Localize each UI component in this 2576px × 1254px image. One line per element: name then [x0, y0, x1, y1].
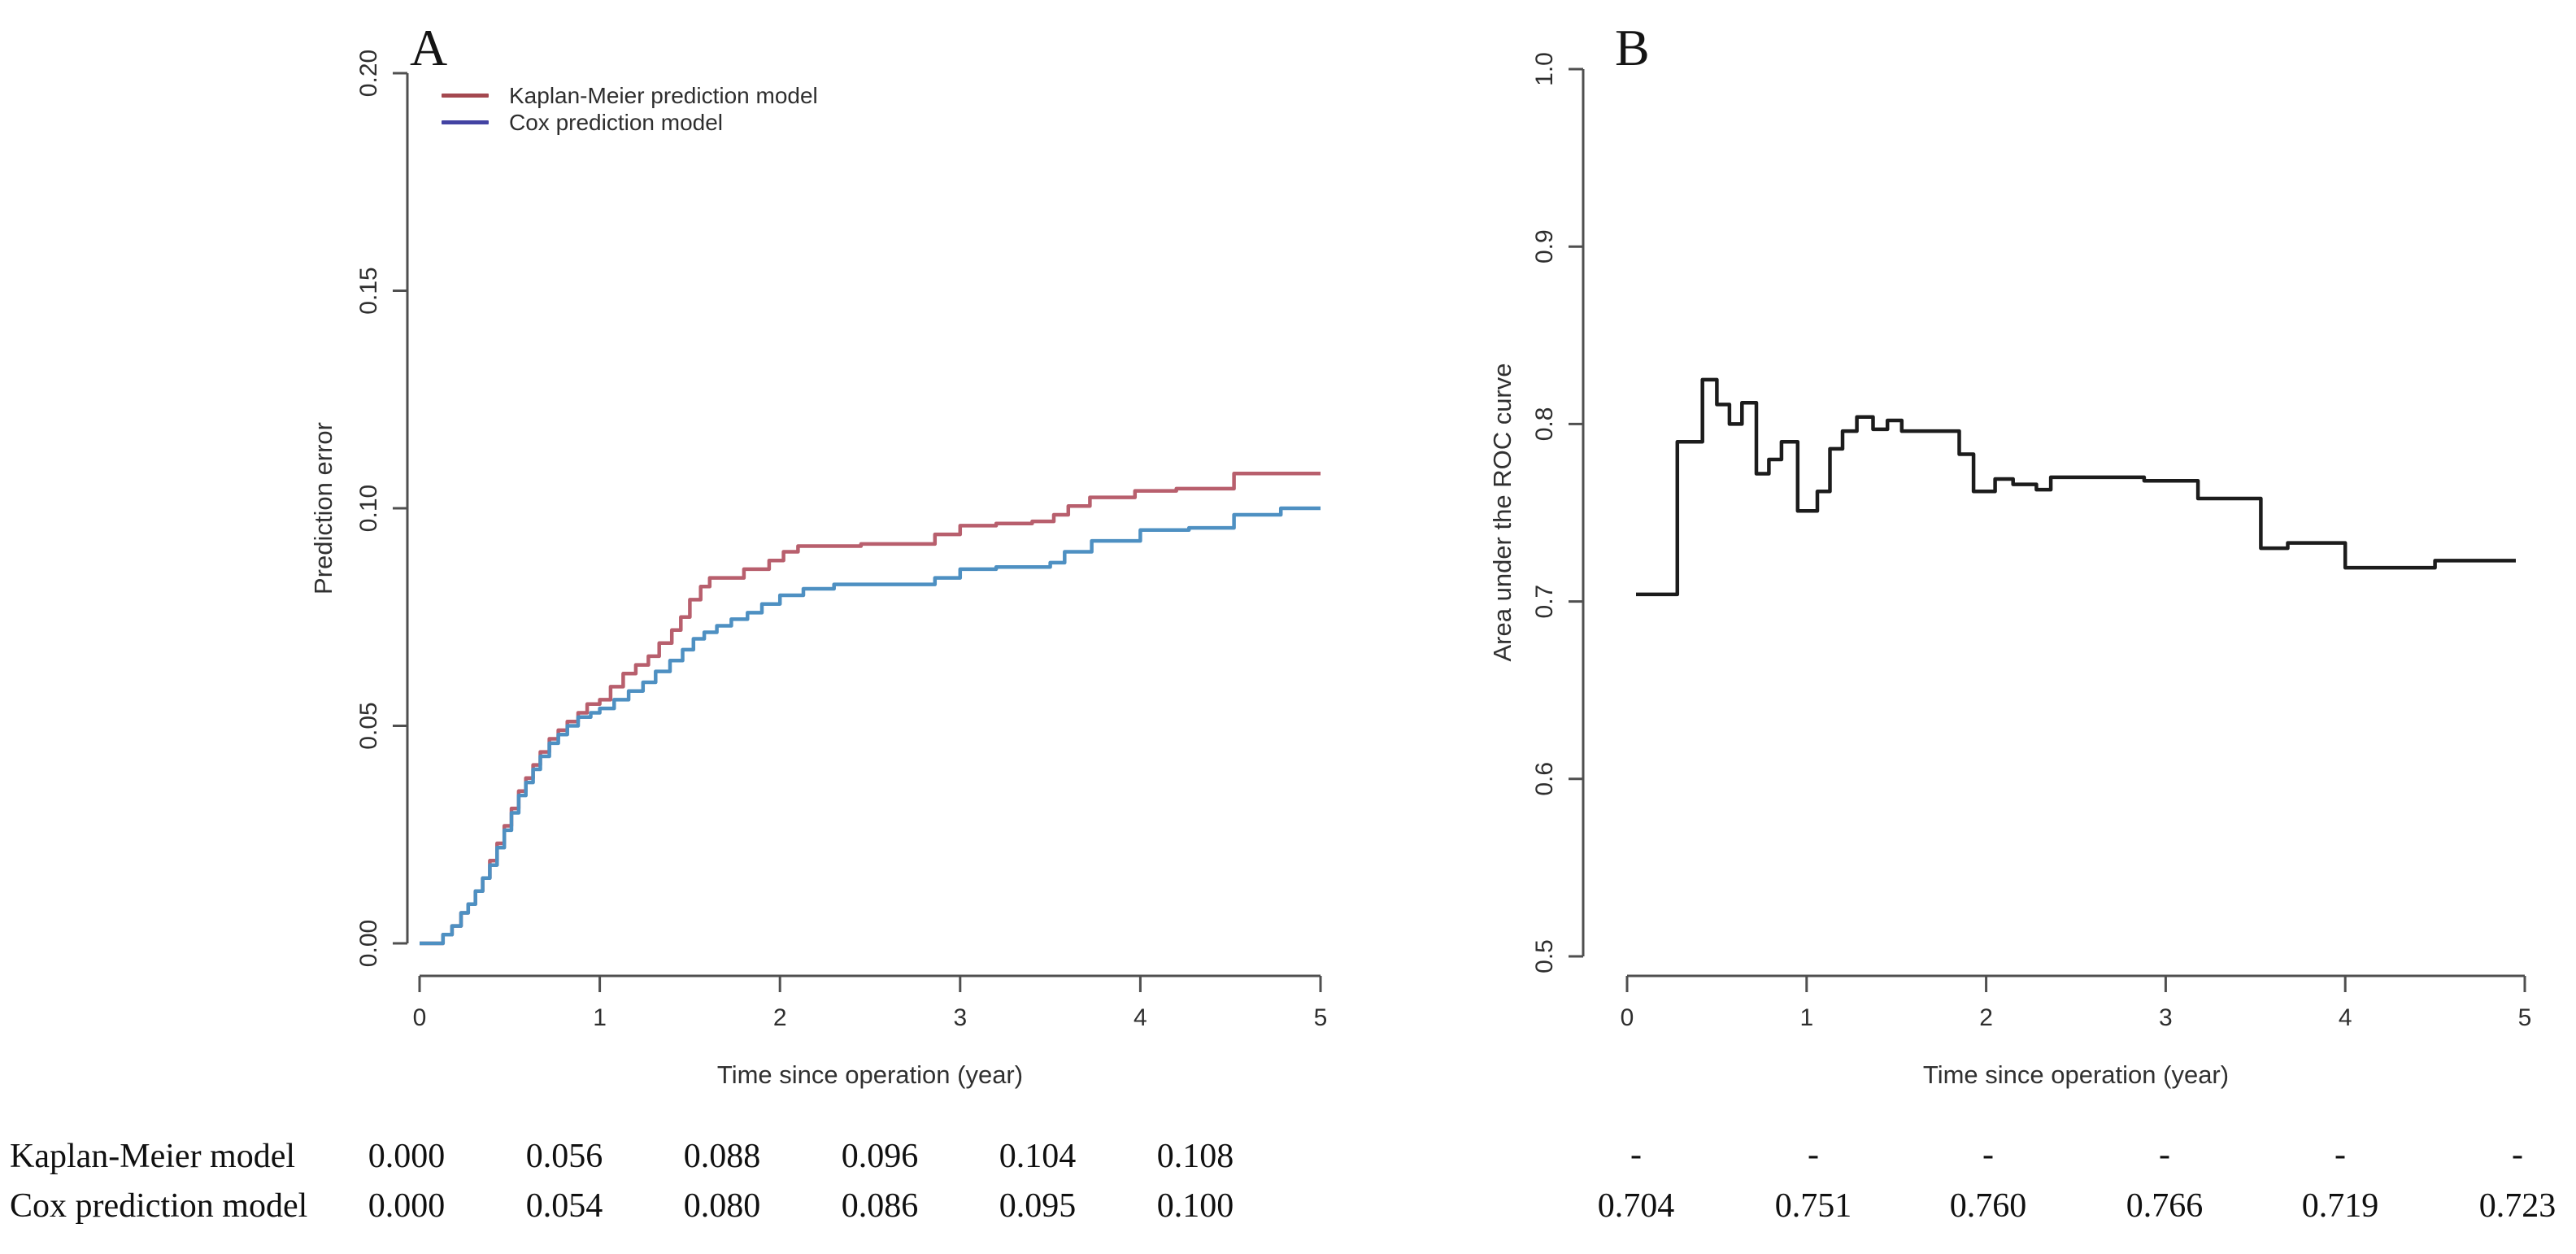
- x-tick-label: 1: [1799, 1004, 1813, 1031]
- y-tick-label: 0.9: [1531, 229, 1558, 263]
- auc-cell: -: [1630, 1136, 1642, 1173]
- legend: Kaplan-Meier prediction model Cox predic…: [442, 82, 818, 136]
- x-tick-label: 1: [593, 1004, 607, 1031]
- x-tick-label: 0: [413, 1004, 427, 1031]
- x-tick-label: 3: [953, 1004, 967, 1031]
- prediction-error-cell: 0.096: [841, 1138, 919, 1175]
- table-row-label: Kaplan-Meier model: [10, 1138, 296, 1175]
- y-tick-label: 0.10: [355, 485, 382, 532]
- panel-b-y-axis-title: Area under the ROC curve: [1488, 363, 1516, 662]
- auc-cell: 0.766: [2126, 1187, 2204, 1225]
- prediction-error-cell: 0.108: [1156, 1138, 1234, 1175]
- legend-row-km: Kaplan-Meier prediction model: [442, 82, 818, 109]
- x-tick-label: 5: [2518, 1004, 2532, 1031]
- km-legend-line: [442, 94, 489, 98]
- prediction-error-cell: 0.104: [999, 1138, 1077, 1175]
- panel-b-label: B: [1615, 19, 1650, 76]
- y-tick-label: 0.6: [1531, 762, 1558, 796]
- x-tick-label: 4: [1134, 1004, 1147, 1031]
- prediction-error-cell: 0.095: [999, 1187, 1077, 1225]
- y-tick-label: 0.05: [355, 702, 382, 749]
- panel-b-x-axis-title: Time since operation (year): [1922, 1060, 2230, 1089]
- auc-cell: 0.704: [1597, 1187, 1675, 1225]
- prediction-error-cell: 0.056: [525, 1138, 603, 1175]
- x-tick-label: 2: [773, 1004, 787, 1031]
- prediction-error-cell: 0.100: [1156, 1187, 1234, 1225]
- prediction-error-cell: 0.088: [683, 1138, 761, 1175]
- prediction-error-cell: 0.054: [525, 1187, 603, 1225]
- y-tick-label: 0.7: [1531, 585, 1558, 619]
- auc-cell: 0.723: [2478, 1187, 2556, 1225]
- y-tick-label: 0.15: [355, 267, 382, 314]
- auc-cell: 0.760: [1949, 1187, 2027, 1225]
- panel-a-x-axis-title: Time since operation (year): [716, 1060, 1024, 1089]
- km-legend-label: Kaplan-Meier prediction model: [509, 82, 818, 108]
- panel-a-label: A: [410, 19, 448, 76]
- prediction-error-cell: 0.000: [368, 1187, 446, 1225]
- x-tick-label: 0: [1621, 1004, 1634, 1031]
- x-tick-label: 4: [2339, 1004, 2352, 1031]
- y-tick-label: 0.00: [355, 920, 382, 967]
- kaplan-meier-prediction-model-curve: [420, 471, 1321, 946]
- table-row-label: Cox prediction model: [10, 1187, 308, 1225]
- auc-cell: -: [2512, 1136, 2523, 1173]
- y-tick-label: 0.20: [355, 50, 382, 97]
- prediction-error-cell: 0.080: [683, 1187, 761, 1225]
- panel-a-y-axis-title: Prediction error: [309, 422, 337, 594]
- cox-legend-line: [442, 120, 489, 124]
- y-tick-label: 0.5: [1531, 939, 1558, 973]
- x-tick-label: 2: [1979, 1004, 1993, 1031]
- y-tick-label: 1.0: [1531, 52, 1558, 86]
- auc-cell: -: [2334, 1136, 2346, 1173]
- auc-cell: 0.719: [2301, 1187, 2379, 1225]
- auc-cell: -: [1808, 1136, 1819, 1173]
- cox-prediction-model-curve: [420, 506, 1321, 946]
- auc-cell: -: [2159, 1136, 2170, 1173]
- x-tick-label: 3: [2159, 1004, 2173, 1031]
- legend-row-cox: Cox prediction model: [442, 109, 818, 136]
- prediction-error-cell: 0.086: [841, 1187, 919, 1225]
- x-tick-label: 5: [1314, 1004, 1328, 1031]
- prediction-error-cell: 0.000: [368, 1138, 446, 1175]
- auc-cell: 0.751: [1774, 1187, 1852, 1225]
- cox-legend-label: Cox prediction model: [509, 109, 724, 135]
- area-under-the-roc-curve-curve: [1636, 377, 2516, 597]
- y-tick-label: 0.8: [1531, 407, 1558, 442]
- auc-cell: -: [1982, 1136, 1994, 1173]
